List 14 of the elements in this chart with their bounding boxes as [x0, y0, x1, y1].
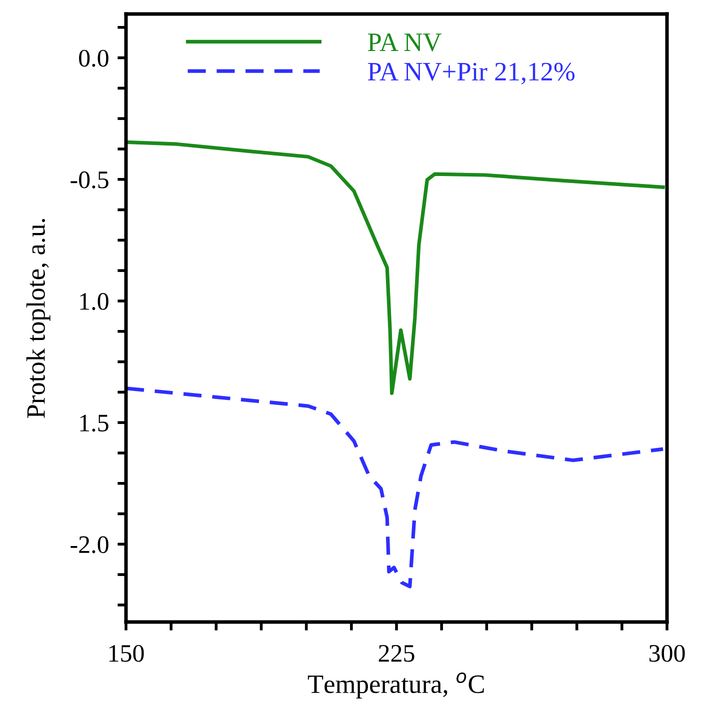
x-axis-title: Temperatura, $^{o}$C [308, 672, 484, 699]
y-tick-label: 1.5 [80, 414, 108, 432]
y-tick-label: 1.0 [80, 293, 108, 310]
x-tick-label: 150 [109, 644, 144, 662]
x-tick-label: 300 [649, 644, 685, 662]
legend-label: PA NV [368, 34, 442, 52]
line-series [126, 140, 665, 395]
y-axis-title: Protok toplote, a.u. [26, 218, 50, 418]
legend-label: PA NV+Pir 21,12% [368, 62, 575, 84]
y-tick-label: -2.0 [70, 536, 108, 554]
x-tick-label: 225 [378, 645, 414, 662]
line-series [126, 386, 665, 588]
y-tick-label: 0.0 [79, 50, 108, 67]
y-tick-label: -0.5 [70, 171, 108, 188]
